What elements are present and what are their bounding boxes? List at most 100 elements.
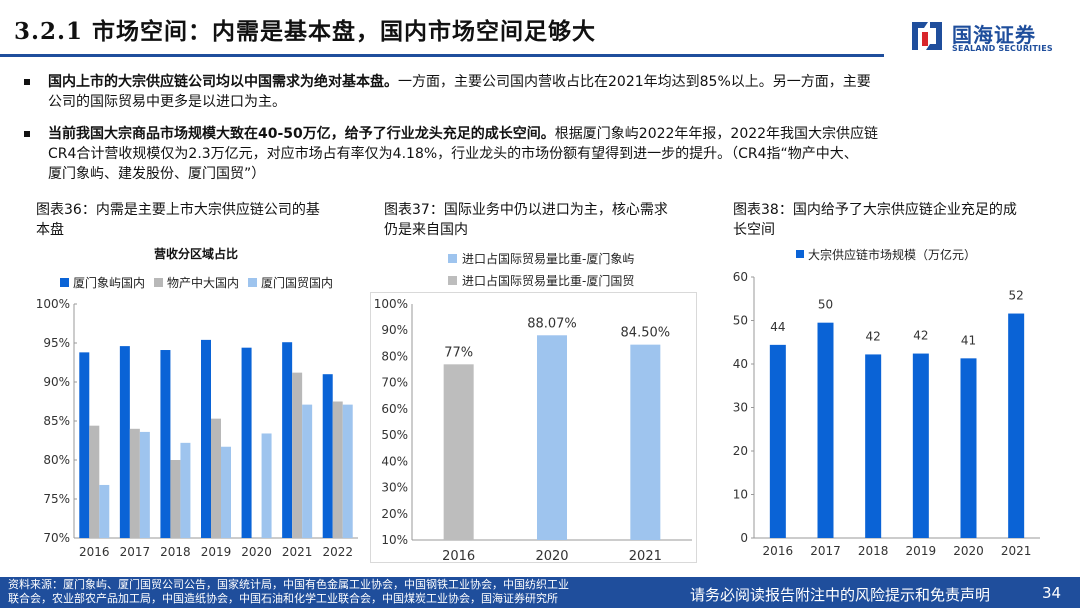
- bullet-1-bold: 国内上市的大宗供应链公司均以中国需求为绝对基本盘。: [48, 74, 398, 90]
- legend-swatch: [248, 278, 257, 287]
- bar: [79, 352, 90, 538]
- data-label: 88.07%: [527, 316, 577, 331]
- bullet-2-text-cont: CR4合计营收规模仅为2.3万亿元，对应市场占有率仅为4.18%，行业龙头的市场…: [48, 146, 858, 162]
- bar: [89, 425, 100, 538]
- y-tick-label: 10%: [381, 533, 408, 547]
- x-tick-label: 2020: [535, 549, 568, 564]
- y-tick-label: 60%: [381, 402, 408, 416]
- page-number: 34: [1042, 584, 1062, 602]
- bar: [221, 446, 231, 538]
- bar: [960, 358, 977, 538]
- y-tick-label: 50: [733, 314, 748, 328]
- bullet-icon: [24, 79, 30, 85]
- data-label: 52: [1009, 289, 1024, 303]
- x-tick-label: 2021: [629, 549, 662, 564]
- x-tick-label: 2019: [201, 545, 232, 559]
- y-tick-label: 80%: [381, 349, 408, 363]
- bar: [211, 418, 221, 538]
- bullet-2-text: 根据厦门象屿2022年年报，2022年我国大宗供应链: [554, 126, 879, 142]
- y-tick-label: 40%: [381, 454, 408, 468]
- y-tick-label: 20%: [381, 507, 408, 521]
- legend-label: 进口占国际贸易量比重-厦门国贸: [462, 273, 634, 288]
- legend-swatch: [448, 276, 457, 285]
- bullet-2-bold: 当前我国大宗商品市场规模大致在40-50万亿，给予了行业龙头充足的成长空间。: [48, 126, 555, 142]
- legend-swatch: [154, 278, 163, 287]
- bar: [1008, 313, 1025, 538]
- y-tick-label: 100%: [374, 297, 408, 311]
- bar: [170, 460, 181, 538]
- bar: [99, 484, 110, 538]
- logo-text-cn: 国海证券: [952, 23, 1036, 47]
- bar: [769, 344, 786, 538]
- x-tick-label: 2020: [953, 544, 984, 558]
- x-tick-label: 2020: [241, 545, 272, 559]
- title-divider: [0, 54, 884, 57]
- x-tick-label: 2016: [763, 544, 794, 558]
- bar: [332, 401, 343, 538]
- bar: [443, 364, 474, 540]
- x-tick-label: 2017: [810, 544, 841, 558]
- y-tick-label: 75%: [43, 492, 70, 506]
- company-logo: 国海证券 SEALAND SECURITIES: [908, 18, 1068, 58]
- bar: [630, 344, 661, 540]
- legend-label: 厦门象屿国内: [73, 275, 145, 290]
- legend-label: 物产中大国内: [167, 275, 239, 290]
- bar: [342, 404, 353, 538]
- figure-36-caption: 图表36：内需是主要上市大宗供应链公司的基 本盘: [36, 202, 320, 238]
- y-tick-label: 90%: [43, 375, 70, 389]
- x-tick-label: 2021: [282, 545, 313, 559]
- data-label: 44: [770, 320, 785, 334]
- sealand-logo-icon: [912, 22, 942, 50]
- legend-swatch: [60, 278, 69, 287]
- x-tick-label: 2016: [79, 545, 110, 559]
- bullet-icon: [24, 131, 30, 137]
- y-tick-label: 85%: [43, 414, 70, 428]
- y-tick-label: 80%: [43, 453, 70, 467]
- bar: [180, 442, 191, 538]
- footer-bar: 资料来源：厦门象屿、厦门国贸公司公告，国家统计局，中国有色金属工业协会，中国钢铁…: [0, 577, 1080, 608]
- figure-37-caption: 图表37：国际业务中仍以进口为主，核心需求 仍是来自国内: [384, 202, 668, 238]
- page-title: 3.2.1 市场空间：内需是基本盘，国内市场空间足够大: [14, 18, 597, 45]
- bar: [139, 431, 150, 538]
- x-tick-label: 2018: [160, 545, 191, 559]
- y-tick-label: 0: [740, 531, 748, 545]
- x-tick-label: 2018: [858, 544, 889, 558]
- chart-frame: [370, 292, 697, 563]
- data-label: 50: [818, 298, 833, 312]
- bar: [160, 350, 171, 538]
- bullet-2-text-cont2: 厦门象屿、建发股份、厦门国贸”）: [48, 166, 266, 182]
- legend-label: 大宗供应链市场规模（万亿元）: [808, 247, 976, 262]
- x-tick-label: 2017: [120, 545, 151, 559]
- market-size-chart: 大宗供应链市场规模（万亿元） 0 10 20 30 40 50 60 44 2016 50 2017 4…: [733, 247, 1040, 558]
- y-tick-label: 10: [733, 488, 748, 502]
- bar: [912, 353, 929, 538]
- legend-swatch: [448, 254, 457, 263]
- bullet-1-text: 一方面，主要公司国内营收占比在2021年均达到85%以上。另一方面，主要: [398, 74, 871, 90]
- bar: [241, 347, 252, 538]
- x-tick-label: 2016: [442, 549, 475, 564]
- bar: [282, 342, 293, 538]
- bar: [302, 404, 313, 538]
- y-tick-label: 30%: [381, 481, 408, 495]
- source-note: 资料来源：厦门象屿、厦门国贸公司公告，国家统计局，中国有色金属工业协会，中国钢铁…: [8, 578, 569, 605]
- y-tick-label: 20: [733, 444, 748, 458]
- y-tick-label: 30: [733, 401, 748, 415]
- data-label: 77%: [444, 345, 473, 360]
- bar: [292, 372, 303, 538]
- legend-swatch: [796, 250, 804, 258]
- x-tick-label: 2021: [1001, 544, 1032, 558]
- chart-title: 营收分区域占比: [154, 246, 238, 261]
- y-tick-label: 40: [733, 357, 748, 371]
- y-tick-label: 95%: [43, 336, 70, 350]
- disclaimer-text: 请务必阅读报告附注中的风险提示和免责声明: [690, 586, 991, 604]
- data-label: 42: [866, 329, 881, 343]
- y-tick-label: 100%: [36, 297, 70, 311]
- data-label: 42: [913, 329, 928, 343]
- bar: [322, 374, 333, 538]
- bar: [865, 354, 882, 538]
- bar: [261, 433, 272, 538]
- bar: [119, 346, 130, 538]
- data-label: 41: [961, 333, 976, 347]
